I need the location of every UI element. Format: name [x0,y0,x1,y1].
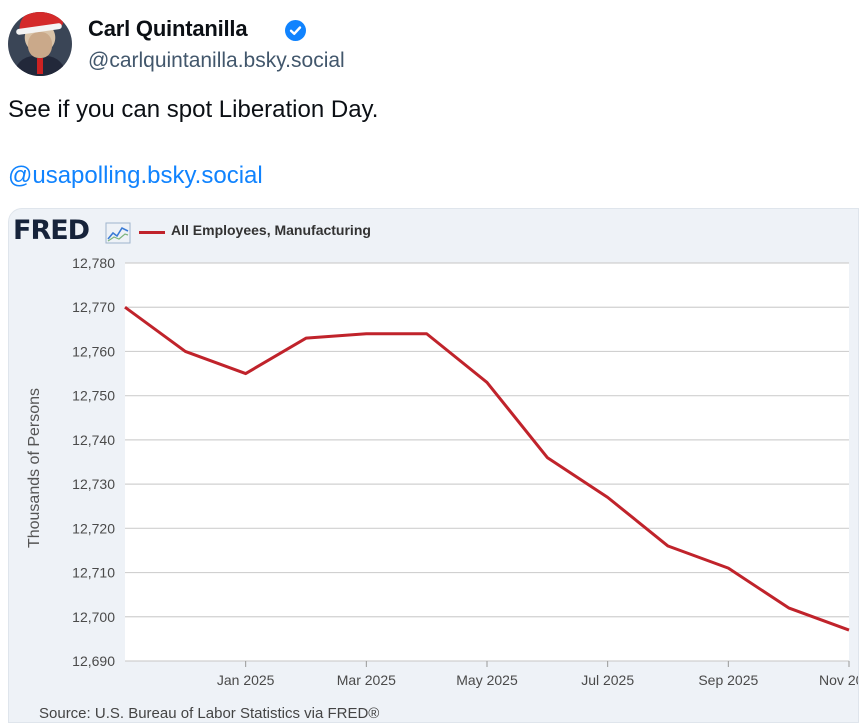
author-handle[interactable]: @carlquintanilla.bsky.social [88,49,345,72]
post-header: Carl Quintanilla @carlquintanilla.bsky.s… [8,12,848,76]
y-tick-label: 12,740 [72,432,115,448]
y-tick-label: 12,730 [72,476,115,492]
y-tick-label: 12,780 [72,255,115,271]
y-tick-label: 12,710 [72,565,115,581]
avatar[interactable] [8,12,72,76]
y-tick-label: 12,690 [72,653,115,669]
x-tick-label: May 2025 [456,672,518,688]
line-chart: 12,780 12,770 12,760 12,750 12,740 12,730 12,7… [26,255,859,688]
mention-link[interactable]: @usapolling.bsky.social [8,162,263,189]
y-tick-label: 12,760 [72,343,115,359]
x-tick-label: Jul 2025 [581,672,634,688]
source-note: Source: U.S. Bureau of Labor Statistics … [39,705,380,722]
fred-logo: FRED [13,215,90,246]
x-tick-label: Jan 2025 [217,672,275,688]
verified-check-icon [285,20,306,41]
y-tick-label: 12,750 [72,388,115,404]
embedded-image[interactable]: 12,780 12,770 12,760 12,750 12,740 12,730 12,7… [8,208,859,723]
legend-label: All Employees, Manufacturing [171,222,371,238]
plot-area [125,263,849,661]
x-tick-label: Nov 2025 [819,672,859,688]
line-graph-icon [105,222,131,244]
y-axis-title: Thousands of Persons [26,388,43,548]
y-tick-label: 12,700 [72,609,115,625]
y-tick-label: 12,720 [72,520,115,536]
x-tick-label: Sep 2025 [698,672,758,688]
author-name[interactable]: Carl Quintanilla [88,16,248,41]
post-text: See if you can spot Liberation Day. [8,96,379,123]
y-tick-label: 12,770 [72,299,115,315]
legend-swatch [139,231,165,234]
x-tick-label: Mar 2025 [337,672,396,688]
